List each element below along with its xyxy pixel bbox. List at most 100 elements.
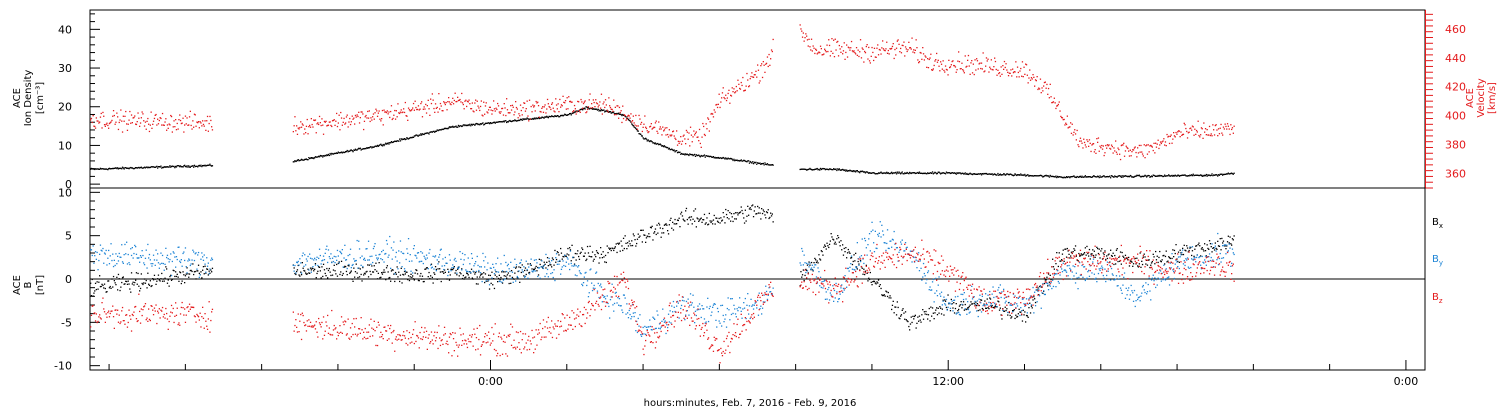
data-point <box>580 98 582 101</box>
data-point <box>726 307 728 310</box>
data-point <box>152 254 155 256</box>
data-point <box>474 124 476 126</box>
data-point <box>630 113 632 115</box>
data-point <box>707 223 710 225</box>
data-point <box>384 253 386 255</box>
data-point <box>326 245 328 247</box>
data-point <box>464 276 466 279</box>
data-point <box>447 128 449 130</box>
data-point <box>136 283 138 285</box>
data-point <box>729 319 731 321</box>
data-point <box>1222 240 1225 242</box>
data-point <box>198 127 200 129</box>
data-point <box>1031 307 1033 309</box>
data-point <box>156 259 158 261</box>
data-point <box>372 261 374 264</box>
data-point <box>1019 314 1021 317</box>
data-point <box>195 278 197 280</box>
data-point <box>525 108 527 110</box>
data-point <box>1065 248 1067 250</box>
data-point <box>604 254 607 257</box>
data-point <box>983 304 985 306</box>
data-point <box>533 268 535 270</box>
data-point <box>1083 252 1086 254</box>
data-point <box>886 229 889 231</box>
data-point <box>542 265 545 267</box>
data-point <box>801 250 804 252</box>
data-point <box>1032 175 1034 177</box>
data-point <box>399 112 401 115</box>
data-point <box>903 250 905 252</box>
data-point <box>563 114 565 116</box>
data-point <box>402 111 404 113</box>
data-point <box>1157 139 1159 141</box>
data-point <box>674 137 676 139</box>
data-point <box>609 111 611 113</box>
data-point <box>373 265 375 267</box>
data-point <box>188 258 190 260</box>
data-point <box>803 168 805 170</box>
data-point <box>408 109 411 111</box>
data-point <box>407 138 410 140</box>
data-point <box>495 107 497 109</box>
data-point <box>977 315 979 318</box>
data-point <box>1182 253 1185 256</box>
data-point <box>1173 256 1175 258</box>
data-point <box>170 114 172 117</box>
data-point <box>953 65 956 67</box>
data-point <box>950 303 952 305</box>
data-point <box>416 108 418 111</box>
data-point <box>634 126 636 129</box>
data-point <box>567 114 569 116</box>
data-point <box>883 172 885 174</box>
data-point <box>1231 238 1234 240</box>
data-point <box>129 167 131 169</box>
data-point <box>494 110 496 112</box>
data-point <box>927 58 929 60</box>
data-point <box>368 264 370 266</box>
data-point <box>849 266 851 268</box>
data-point <box>633 315 635 318</box>
data-point <box>1157 174 1159 177</box>
data-point <box>453 259 455 261</box>
data-point <box>537 101 539 103</box>
data-point <box>170 274 173 277</box>
data-point <box>166 282 169 284</box>
data-point <box>413 245 415 247</box>
data-point <box>583 107 585 109</box>
data-point <box>121 168 123 170</box>
data-point <box>500 276 502 279</box>
data-point <box>1148 151 1150 153</box>
data-point <box>468 271 470 273</box>
data-point <box>328 121 330 123</box>
data-point <box>877 173 879 175</box>
data-point <box>1052 101 1054 104</box>
data-point <box>710 155 712 158</box>
data-point <box>1011 304 1013 306</box>
data-point <box>185 266 187 268</box>
data-point <box>315 277 317 279</box>
data-point <box>1150 262 1153 264</box>
data-point <box>461 277 464 280</box>
data-point <box>197 270 199 272</box>
data-point <box>548 115 550 118</box>
data-point <box>103 168 105 170</box>
data-point <box>928 289 930 291</box>
data-point <box>1025 298 1028 300</box>
data-point <box>1204 131 1206 133</box>
data-point <box>944 300 947 302</box>
data-point <box>197 165 200 167</box>
data-point <box>768 164 770 166</box>
data-point <box>1049 285 1051 287</box>
data-point <box>807 272 809 274</box>
data-point <box>439 129 442 131</box>
data-point <box>191 259 193 261</box>
data-point <box>916 267 918 269</box>
data-point <box>657 232 659 234</box>
data-point <box>1202 248 1204 251</box>
data-point <box>902 44 904 47</box>
data-point <box>1150 144 1152 147</box>
data-point <box>663 145 666 147</box>
data-point <box>882 230 884 232</box>
data-point <box>800 28 802 30</box>
